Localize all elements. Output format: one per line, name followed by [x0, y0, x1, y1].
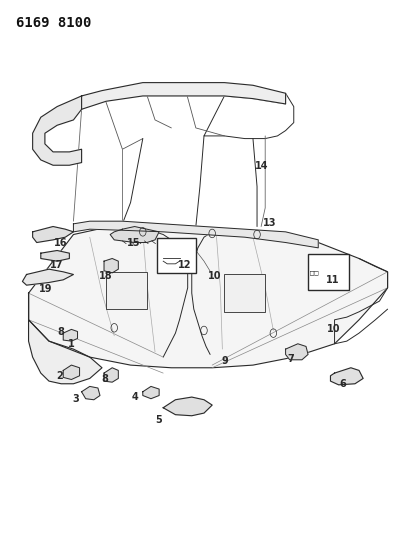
Polygon shape: [104, 368, 118, 382]
Text: 14: 14: [255, 161, 269, 171]
Text: 5: 5: [156, 415, 162, 425]
Polygon shape: [143, 386, 159, 399]
Polygon shape: [82, 386, 100, 400]
Bar: [224, 274, 265, 312]
Text: 7: 7: [287, 354, 294, 364]
Polygon shape: [104, 259, 118, 273]
Text: 16: 16: [53, 238, 67, 247]
Text: 2: 2: [56, 371, 62, 381]
Polygon shape: [82, 83, 286, 109]
Text: 8: 8: [102, 375, 109, 384]
Text: 8: 8: [57, 327, 64, 336]
FancyBboxPatch shape: [157, 238, 196, 273]
Polygon shape: [41, 251, 69, 261]
Text: 10: 10: [207, 271, 221, 281]
Polygon shape: [63, 365, 80, 379]
Polygon shape: [22, 269, 73, 285]
Text: 1: 1: [68, 339, 75, 349]
Text: 4: 4: [131, 392, 138, 402]
Text: 12: 12: [177, 261, 191, 270]
Text: 15: 15: [127, 238, 141, 247]
Text: 11: 11: [326, 275, 340, 285]
Polygon shape: [63, 329, 78, 341]
Polygon shape: [33, 227, 73, 243]
Text: 19: 19: [39, 285, 53, 294]
Text: 3: 3: [72, 394, 79, 403]
Bar: [106, 272, 147, 309]
Polygon shape: [29, 293, 102, 384]
Text: 10: 10: [327, 325, 341, 334]
Polygon shape: [286, 344, 308, 360]
Polygon shape: [29, 224, 388, 368]
Text: 6169 8100: 6169 8100: [16, 16, 92, 30]
Polygon shape: [110, 227, 159, 243]
Text: □□: □□: [310, 269, 319, 275]
Polygon shape: [330, 368, 363, 385]
Text: 13: 13: [263, 218, 277, 228]
Text: 18: 18: [98, 271, 112, 281]
FancyBboxPatch shape: [308, 254, 349, 290]
Text: 6: 6: [339, 379, 346, 389]
Text: 17: 17: [49, 260, 63, 270]
Polygon shape: [73, 221, 318, 248]
Text: 9: 9: [222, 357, 228, 366]
Polygon shape: [163, 397, 212, 416]
Polygon shape: [33, 96, 82, 165]
